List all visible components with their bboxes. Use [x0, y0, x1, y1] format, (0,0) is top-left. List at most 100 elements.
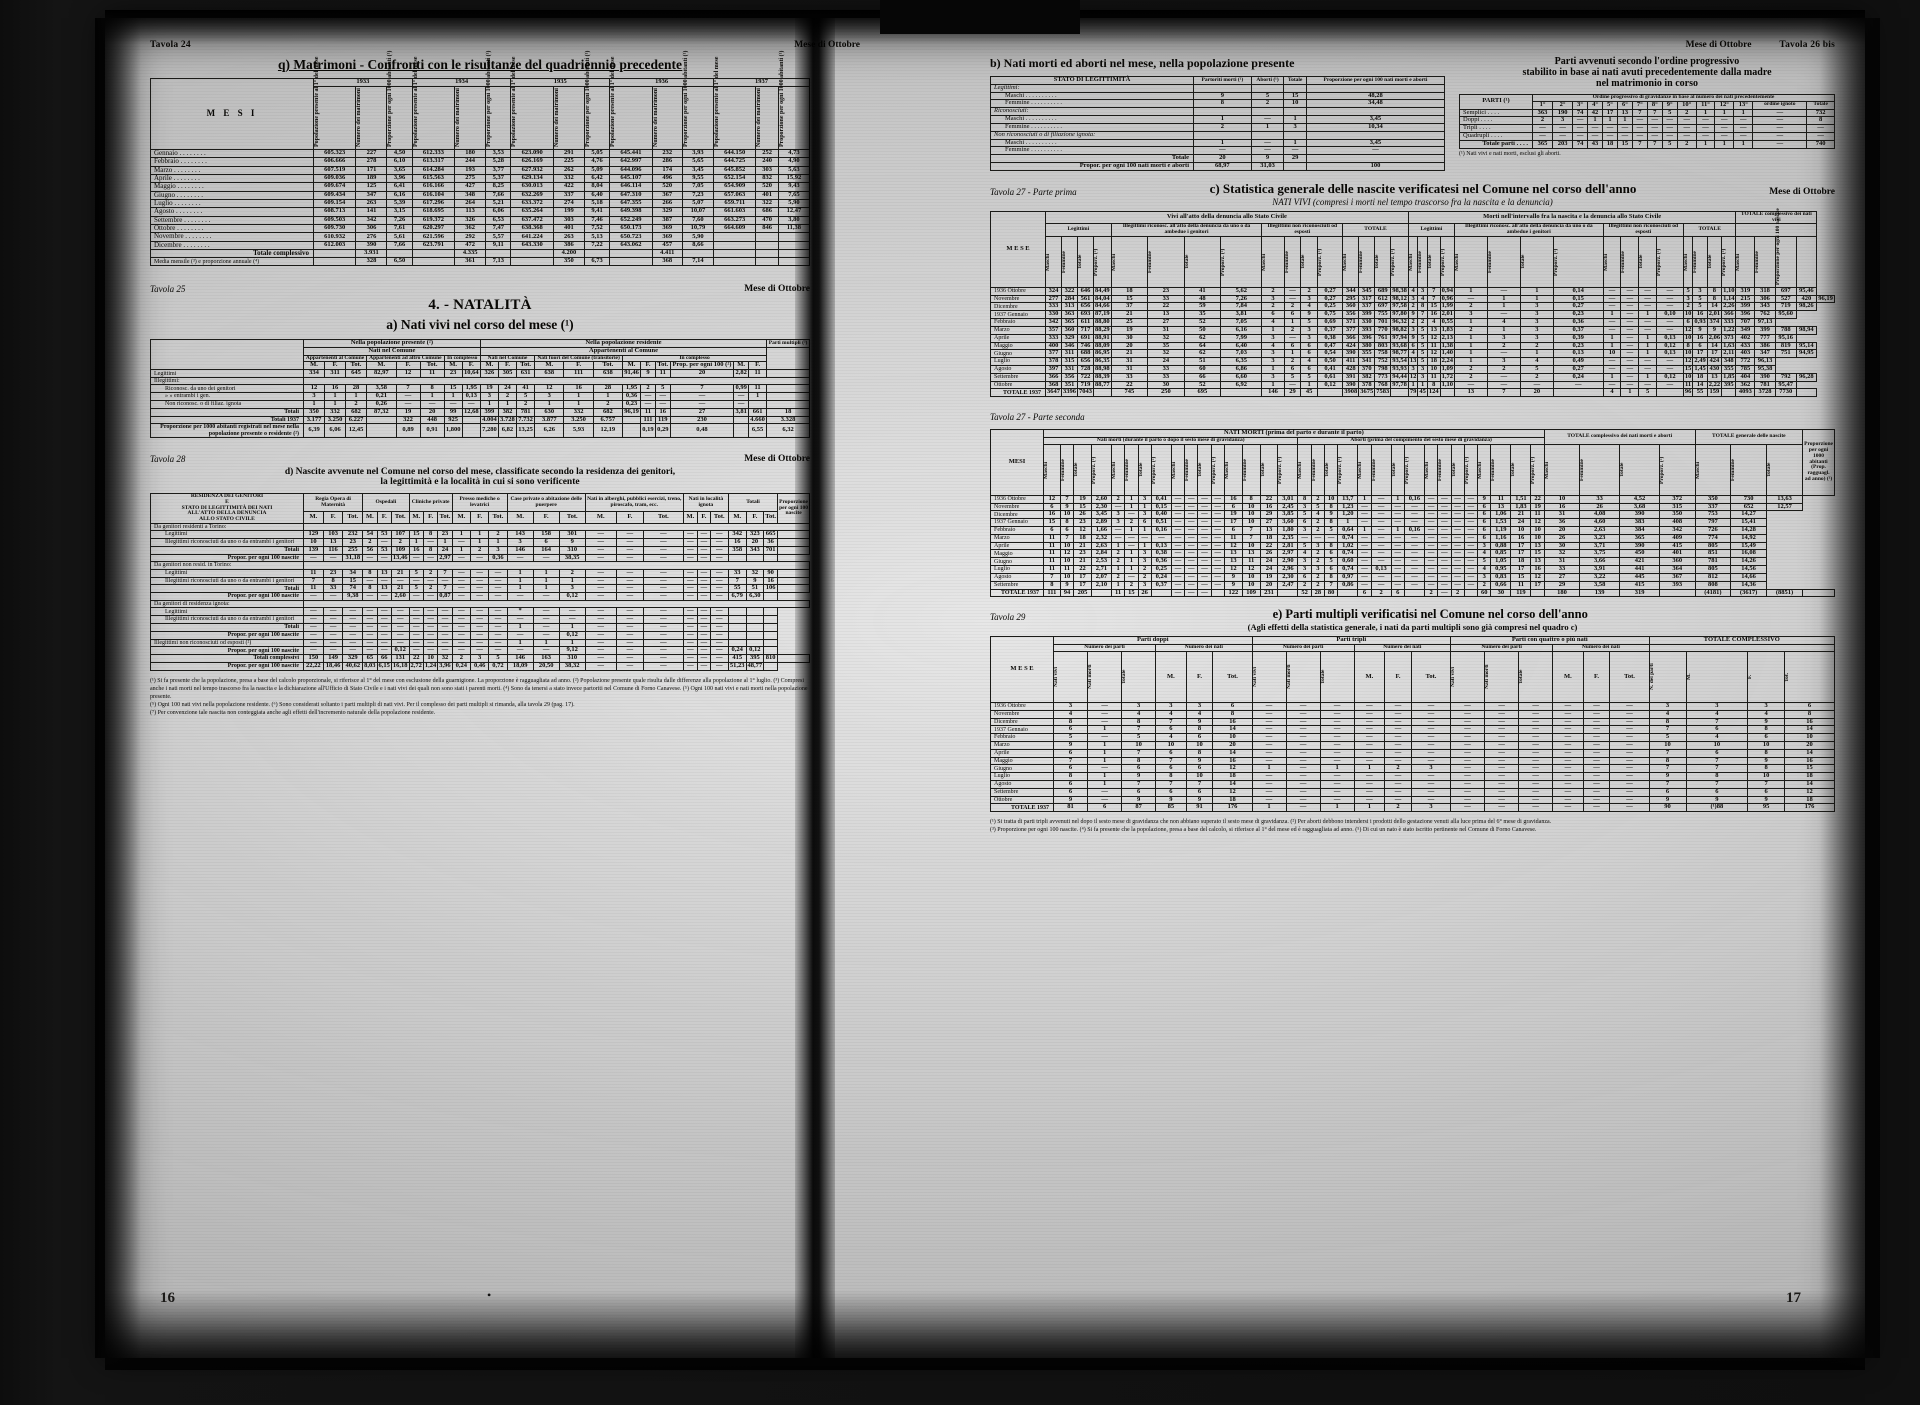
- col-head: Numero dei matrimoni: [756, 87, 763, 147]
- cell-head: Femmine: [1147, 250, 1154, 273]
- row-label: Proporzione per 1000 abitanti registrati…: [150, 423, 304, 439]
- mean-label: Media mensile (³) e proporzione annuale …: [150, 257, 314, 267]
- final-head: F.: [1747, 674, 1754, 680]
- row-label: Illegittimi non riconosciuti od esposti …: [150, 638, 304, 648]
- cell-head: Totale: [1137, 462, 1144, 477]
- row-label: Settembre: [990, 787, 1054, 797]
- parti-head: Nati vivi: [1053, 666, 1059, 687]
- total-label: Totale complessivo: [150, 248, 314, 259]
- total-row: Totale complessivo 3.931 4.335 4.200 4.411: [150, 248, 811, 259]
- col-head: Popolazione presente al 1° del mese: [314, 56, 320, 147]
- scanner-dark-band: [880, 0, 1080, 34]
- row-label: Agosto: [990, 364, 1046, 374]
- nascite-row: Propor. per ogni 100 nascite — —31,18— —13,…: [150, 553, 810, 563]
- cell-head: Maschi: [1297, 461, 1304, 479]
- total-head: Proporzione per ogni 100 nascite: [1774, 208, 1781, 285]
- table-nati-vivi: Nella popolazione presente (²) Nella popo…: [150, 339, 810, 439]
- final-head: N. dei parti: [1648, 663, 1655, 691]
- row-label: Novembre: [990, 294, 1046, 304]
- row-label: Novembre: [990, 709, 1054, 719]
- nascite-row: Propor. per ogni 100 nascite — — — — — — — — — — — —…: [150, 630, 810, 640]
- row-label: Luglio: [990, 565, 1044, 574]
- col-head: Numero dei matrimoni: [652, 87, 659, 147]
- year-head-1934: 1934: [411, 78, 512, 87]
- right-page-number: 17: [1786, 1290, 1801, 1306]
- col-head: Proporzione per ogni 1000 abitanti (¹): [584, 50, 591, 147]
- month-label: Maggio . . . . . . . .: [150, 182, 314, 192]
- col-head: Popolazione presente al 1° del mese: [511, 56, 518, 147]
- year-head-1933: 1933: [313, 78, 413, 87]
- parti-multipli-row: Marzo 9 1 10 10 10 20— — — — — — — — — — — —10 10 10 20: [990, 740, 1835, 750]
- row-label: Totale parti . . . .: [1459, 139, 1533, 149]
- row-label: Femmine . . . . . . . . . .: [990, 146, 1194, 156]
- header-row: M E S E Parti doppi Parti tripli Parti con …: [990, 636, 1836, 703]
- parti-head: Nati morti: [1285, 664, 1292, 690]
- table-parti-ordine: PARTI (¹) Ordine progressivo di gravidanz…: [1459, 94, 1835, 149]
- nascite-row: Totali 11 33 74 8 13 21 5 2 7— — —1 1 3— — — — — —55 51 106: [150, 584, 810, 594]
- section-e-subtitle: (Agli effetti della statistica generale,…: [1247, 622, 1578, 633]
- col-group: Case private o abitazione delle puerpere: [506, 493, 586, 513]
- parti-head: Nati morti: [1484, 664, 1491, 690]
- row-label: Legittimi: [150, 568, 304, 578]
- matrimoni-row: Marzo . . . . . . . . 607.519 171 3,65 614.2…: [150, 165, 811, 175]
- cell-head: Totale: [1706, 254, 1713, 270]
- header-row: PARTI (¹) Ordine progressivo di gravidanz…: [1459, 94, 1835, 110]
- nati-vivi-row: Illegittimi:: [150, 377, 810, 386]
- month-label: Febbraio . . . . . . . .: [150, 157, 314, 167]
- cell-head: Femmine: [1061, 250, 1067, 273]
- nati-morti-row: Non riconosciuti o di filiazione ignota:: [990, 130, 1446, 140]
- statistica-row: Luglio 378 315 656 86,35 31 24 51 6,35 3 2 4 0,50 411…: [990, 357, 1835, 366]
- table-matrimoni: M E S I 1933 1934 1935 1936 1937 Popolazione p…: [150, 50, 811, 267]
- cell-head: Maschi: [1223, 461, 1230, 479]
- nati-morti-anno-row: Maggio 11 12 23 2,84 2 1 3 0,38— — — —13 13 26 2,97 4 2 6…: [990, 549, 1835, 559]
- row-label: Maggio: [990, 341, 1046, 351]
- cell-head: Totale: [1197, 462, 1204, 477]
- col-head: Aborti (¹): [1250, 76, 1285, 85]
- total-head: Femmine: [1754, 250, 1761, 273]
- parti-multipli-row: Ottobre 9—9 9 9 18— — — — — — — — — — — —9 9 9 18: [990, 795, 1835, 805]
- right-folio-tavola: Tavola 26 bis: [1779, 40, 1835, 50]
- row-label: Legittimi: [150, 369, 304, 379]
- row-label: Totali 1937: [150, 415, 304, 425]
- tavola-27-prima-label: Tavola 27 - Parte prima: [990, 186, 1077, 197]
- nati-morti-anno-row: Marzo 11 7 18 2,32— — — — — — — —11 7 18 2,35— — —0,74— —…: [990, 533, 1835, 543]
- table-nati-morti-aborti: STATO DI LEGITTIMITÀ Partoriti morti (¹) A…: [990, 76, 1446, 171]
- header-row-3: Maschi Femmine Totale Proporz. (²) Maschi Fem…: [991, 208, 1835, 288]
- parti-multipli-row: Novembre 4—4 4 4 8— — — — — — — — — — — —4 4 4 8: [990, 709, 1835, 719]
- nati-morti-anno-row: Settembre 8 9 17 2,10 1 2 3 0,37— — — —9 10 20 2,47 2 2 7…: [990, 580, 1835, 590]
- row-label: Maggio: [990, 549, 1044, 559]
- header-row-2: M. F. Tot. M. F. Tot. M. F. Tot. M. F. Tot. M. F. Tot.…: [151, 511, 810, 524]
- cell-head: Maschi: [1453, 253, 1460, 271]
- cell-head: Maschi: [1602, 253, 1609, 271]
- stub-head-line: E: [225, 498, 229, 505]
- section-d-title-line2: la legittimità e la località in cui si s…: [380, 477, 580, 488]
- parti-multipli-row: 1937 Gennaio 6 1 7 6 8 14— — — — — — — — — — — —7 6 8 14: [990, 725, 1835, 735]
- cell-head: Totale: [1426, 254, 1433, 270]
- cell-head: Maschi: [1342, 253, 1349, 271]
- nascite-row: Propor. per ogni 100 nascite 22,22 18,46 40…: [150, 661, 810, 671]
- row-label: Maggio: [990, 756, 1054, 766]
- statistica-row: Marzo 357 360 717 88,29 19 31 50 6,16 1 2 3 0,37 377 3…: [990, 325, 1835, 335]
- row-label: Giugno: [990, 764, 1054, 774]
- nati-vivi-row: Proporzione per 1000 abitanti registrati…: [150, 423, 810, 439]
- section-b-title: b) Nati morti ed aborti nel mese, nella …: [990, 56, 1295, 70]
- col-group: Nati in località ignota: [682, 493, 729, 513]
- nati-morti-anno-row: Novembre 6 9 15 2,30—1 1 0,15— — — —6 10 16 2,45 3 5 8 1…: [990, 502, 1835, 512]
- nascite-row: Da genitori non resid. in Torino:: [150, 561, 810, 570]
- parti-head: Nati morti: [1087, 664, 1094, 690]
- total-head: Maschi: [1735, 253, 1742, 271]
- table-nascite-localita: RESIDENZA DEI GENITORI E STATO DI LEGITTIM…: [150, 493, 810, 671]
- row-label: Illegittimi:: [150, 377, 304, 386]
- nati-morti-row: Legittimi:: [990, 83, 1446, 93]
- header-row: M E S E Vivi all'atto della denuncia allo…: [990, 210, 1835, 288]
- row-label: Febbraio: [990, 318, 1046, 327]
- row-label: Da genitori residenti a Torino:: [150, 522, 304, 532]
- row-label: Dicembre: [990, 302, 1046, 312]
- cell-head: Totale: [1519, 254, 1526, 270]
- month-label: Novembre . . . . . . . .: [150, 232, 314, 242]
- cell-head: Femmine: [1370, 458, 1377, 481]
- row-label: 1936 Ottobre: [990, 494, 1044, 504]
- row-label: Marzo: [990, 740, 1054, 750]
- section-q-title: q) Matrimoni - Confronti con le risultan…: [277, 57, 683, 72]
